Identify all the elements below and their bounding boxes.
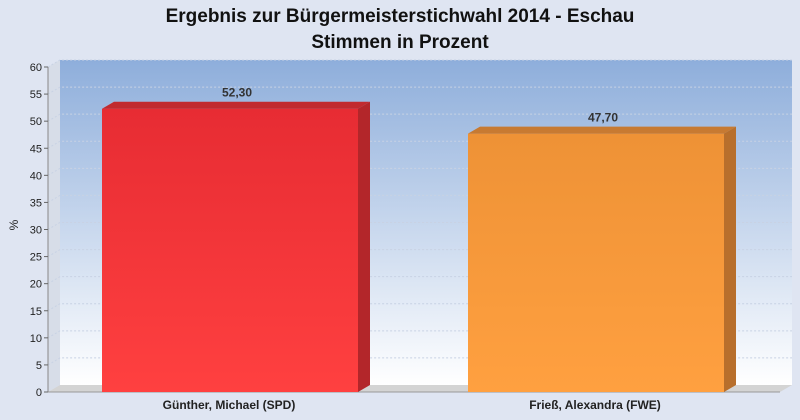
y-tick-label: 35 (30, 197, 42, 209)
x-category-label: Günther, Michael (SPD) (163, 398, 296, 412)
bar-side (358, 101, 370, 392)
bar-top (468, 126, 736, 134)
y-tick-label: 40 (30, 170, 42, 182)
grid-line (47, 113, 792, 122)
chart-subtitle: Stimmen in Prozent (311, 32, 489, 53)
y-tick-label: 50 (30, 116, 42, 128)
y-tick-label: 55 (30, 89, 42, 101)
y-tick-label: 60 (30, 62, 42, 74)
labels: 52,30 Günther, Michael (SPD) 47,70 Frieß, A… (163, 86, 661, 412)
y-tick-label: 30 (30, 225, 42, 237)
grid-line (47, 86, 792, 95)
y-tick-label: 20 (30, 279, 42, 291)
y-tick-label: 25 (30, 252, 42, 264)
bar-top (102, 101, 370, 109)
chart-title: Ergebnis zur Bürgermeisterstichwahl 2014… (166, 6, 635, 27)
y-tick-label: 45 (30, 143, 42, 155)
bar-group (468, 126, 736, 392)
x-category-label: Frieß, Alexandra (FWE) (529, 398, 661, 412)
y-axis-label: % (7, 219, 21, 230)
y-tick-label: 0 (36, 387, 42, 399)
bar-group (102, 101, 370, 392)
y-tick-label: 10 (30, 333, 42, 345)
bar-value-label: 52,30 (222, 86, 252, 100)
y-tick-label: 5 (36, 360, 42, 372)
y-axis: 0 5 10 15 20 25 30 35 40 45 50 55 60 (30, 62, 49, 399)
bar-side (724, 126, 736, 392)
plot-left-wall (48, 60, 60, 392)
grid-line (47, 59, 792, 68)
bar (468, 133, 724, 392)
bars (102, 101, 736, 392)
y-tick-label: 15 (30, 306, 42, 318)
bar (102, 108, 358, 392)
bar-value-label: 47,70 (588, 111, 618, 125)
